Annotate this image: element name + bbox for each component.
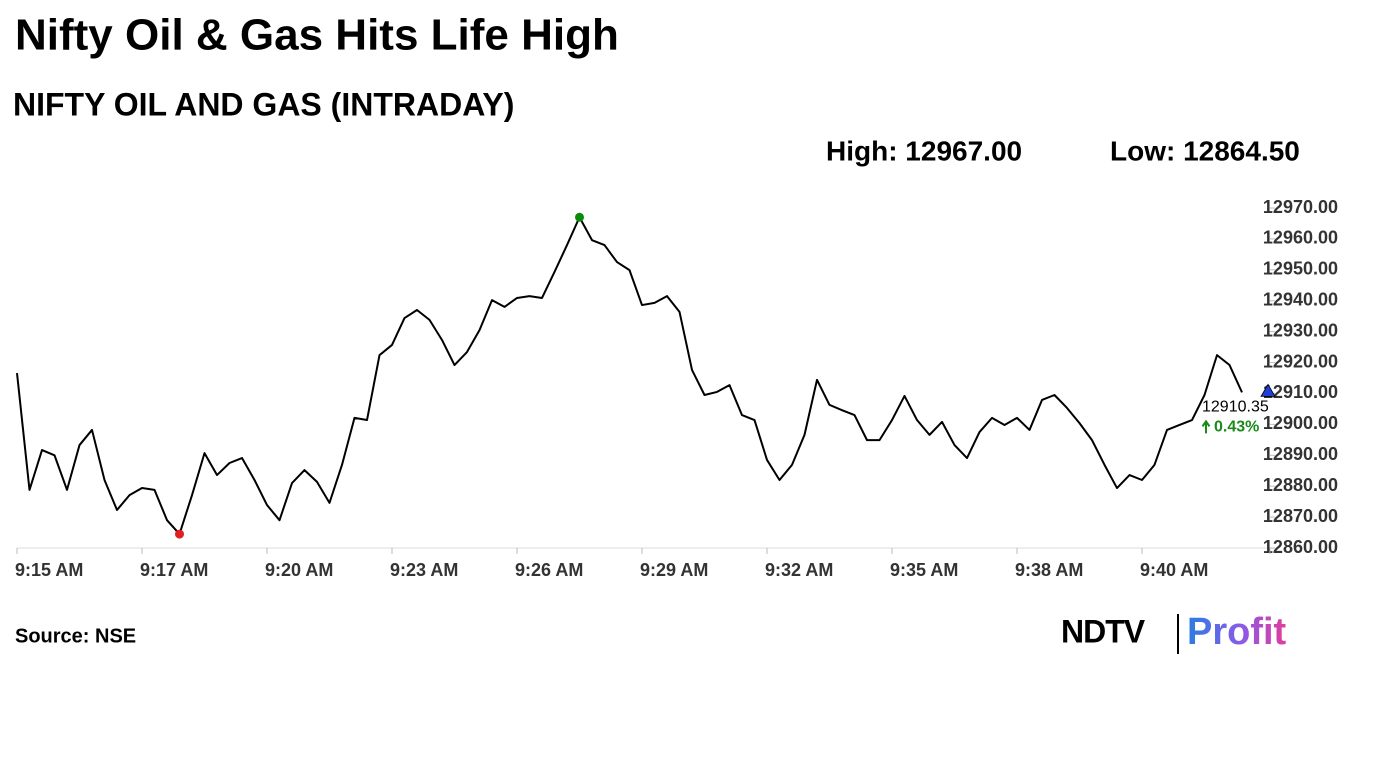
- x-tick-label: 9:29 AM: [640, 560, 708, 580]
- x-tick-label: 9:35 AM: [890, 560, 958, 580]
- y-tick-label: 12940.00: [1263, 289, 1338, 309]
- x-tick-label: 9:38 AM: [1015, 560, 1083, 580]
- x-tick-label: 9:20 AM: [265, 560, 333, 580]
- y-tick-label: 12860.00: [1263, 537, 1338, 557]
- y-tick-label: 12920.00: [1263, 351, 1338, 371]
- price-line: [16, 216, 1243, 536]
- y-tick-label: 12970.00: [1263, 197, 1338, 217]
- change-label: 0.43%: [1214, 419, 1259, 436]
- x-tick-label: 9:15 AM: [15, 560, 83, 580]
- high-marker: [575, 212, 584, 222]
- y-tick-label: 12910.00: [1263, 382, 1338, 402]
- last-marker: [1260, 383, 1276, 397]
- chart-subtitle: NIFTY OIL AND GAS (INTRADAY): [13, 86, 514, 122]
- x-tick-label: 9:32 AM: [765, 560, 833, 580]
- y-tick-label: 12900.00: [1263, 413, 1338, 433]
- logo: NDTV Profit: [1061, 611, 1287, 654]
- logo-profit: Profit: [1187, 611, 1287, 653]
- y-tick-label: 12880.00: [1263, 475, 1338, 495]
- low-marker: [175, 529, 184, 539]
- logo-ndtv: NDTV: [1061, 613, 1146, 649]
- y-tick-label: 12870.00: [1263, 506, 1338, 526]
- high-label: High: 12967.00: [826, 135, 1022, 166]
- low-label: Low: 12864.50: [1110, 135, 1300, 166]
- source: Source: NSE: [15, 625, 136, 647]
- last-value-label: 12910.35: [1202, 399, 1269, 416]
- x-tick-label: 9:40 AM: [1140, 560, 1208, 580]
- y-tick-label: 12890.00: [1263, 444, 1338, 464]
- chart-title: Nifty Oil & Gas Hits Life High: [15, 11, 619, 60]
- x-tick-label: 9:17 AM: [140, 560, 208, 580]
- x-tick-label: 9:26 AM: [515, 560, 583, 580]
- y-tick-label: 12930.00: [1263, 320, 1338, 340]
- y-tick-label: 12950.00: [1263, 259, 1338, 279]
- y-tick-label: 12960.00: [1263, 228, 1338, 248]
- x-tick-label: 9:23 AM: [390, 560, 458, 580]
- change-arrow: [1201, 419, 1211, 434]
